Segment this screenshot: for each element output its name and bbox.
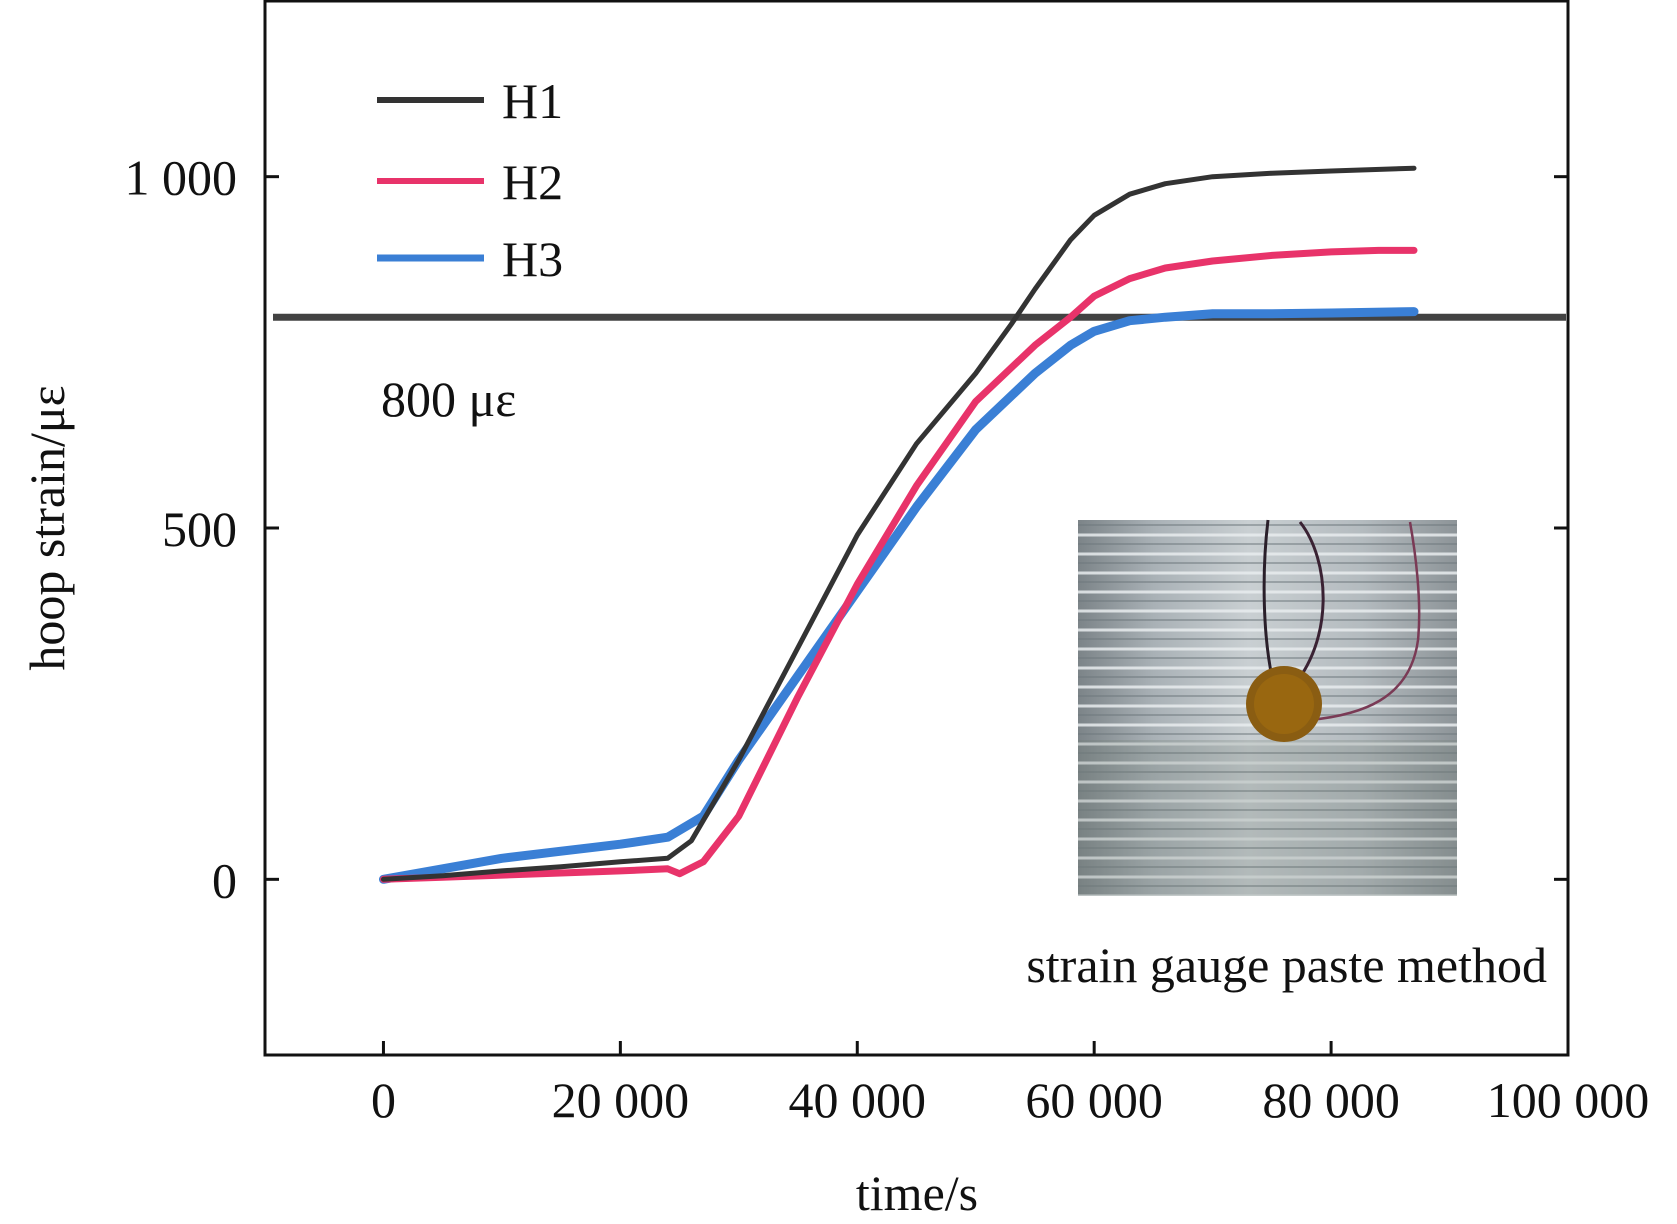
series-line-H3 <box>379 307 1419 884</box>
x-axis-title: time/s <box>856 1165 978 1221</box>
x-axis-ticks: 0 20 000 40 000 60 000 80 000 100 000 <box>371 1041 1649 1128</box>
y-axis-title: hoop strain/με <box>19 385 75 670</box>
series-line-H2 <box>380 246 1418 883</box>
legend-label-H3: H3 <box>502 231 563 287</box>
x-tick-label: 20 000 <box>552 1072 690 1128</box>
series-line-H1 <box>381 165 1417 882</box>
method-annotation: strain gauge paste method <box>1026 937 1547 993</box>
x-tick-label: 80 000 <box>1262 1072 1400 1128</box>
y-tick-label: 0 <box>212 852 237 908</box>
y-axis-ticks: 0 500 1 000 <box>125 150 1568 908</box>
reference-line-label: 800 με <box>381 371 516 427</box>
x-tick-label: 0 <box>371 1072 396 1128</box>
legend-label-H2: H2 <box>502 154 563 210</box>
x-tick-label: 100 000 <box>1487 1072 1650 1128</box>
inset-photo <box>1078 519 1457 896</box>
legend: H1 H2 H3 <box>377 73 563 287</box>
y-tick-label: 500 <box>162 501 237 557</box>
y-tick-label: 1 000 <box>125 150 238 206</box>
x-tick-label: 40 000 <box>789 1072 927 1128</box>
x-tick-label: 60 000 <box>1025 1072 1163 1128</box>
legend-label-H1: H1 <box>502 73 563 129</box>
